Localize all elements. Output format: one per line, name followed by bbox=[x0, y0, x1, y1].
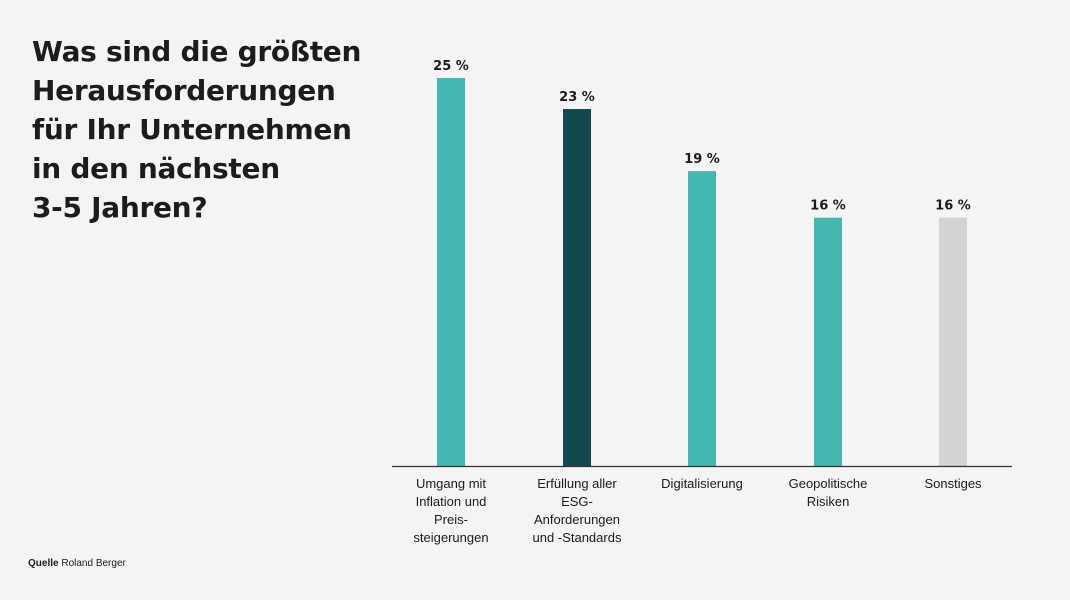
category-label: Digitalisierung bbox=[661, 476, 743, 491]
source-note: Quelle Roland Berger bbox=[28, 558, 126, 569]
title-line: für Ihr Unternehmen bbox=[32, 113, 352, 146]
title-line: in den nächsten bbox=[32, 152, 280, 185]
bar-value-label: 16 % bbox=[935, 199, 971, 214]
bar-value-label: 19 % bbox=[684, 152, 720, 167]
title-line: Herausforderungen bbox=[32, 74, 336, 107]
bar-value-label: 25 % bbox=[433, 59, 469, 74]
bar bbox=[563, 109, 591, 466]
title-line: Was sind die größten bbox=[32, 35, 362, 68]
category-label: Geopolitische Risiken bbox=[788, 476, 868, 509]
category-label: Sonstiges bbox=[924, 476, 982, 491]
category-label: Umgang mit Inflation und Preis- steigeru… bbox=[413, 476, 489, 545]
bar bbox=[939, 217, 967, 466]
title-line: 3-5 Jahren? bbox=[32, 191, 208, 224]
bar-value-label: 23 % bbox=[559, 90, 595, 105]
bar-value-label: 16 % bbox=[810, 199, 846, 214]
chart-title: Was sind die größten Herausforderungen f… bbox=[32, 32, 372, 227]
bar bbox=[688, 171, 716, 466]
bar bbox=[814, 217, 842, 466]
source-label: Quelle bbox=[28, 558, 59, 569]
source-value: Roland Berger bbox=[61, 558, 126, 569]
category-label: Erfüllung aller ESG- Anforderungen und -… bbox=[532, 476, 622, 545]
bar bbox=[437, 78, 465, 466]
